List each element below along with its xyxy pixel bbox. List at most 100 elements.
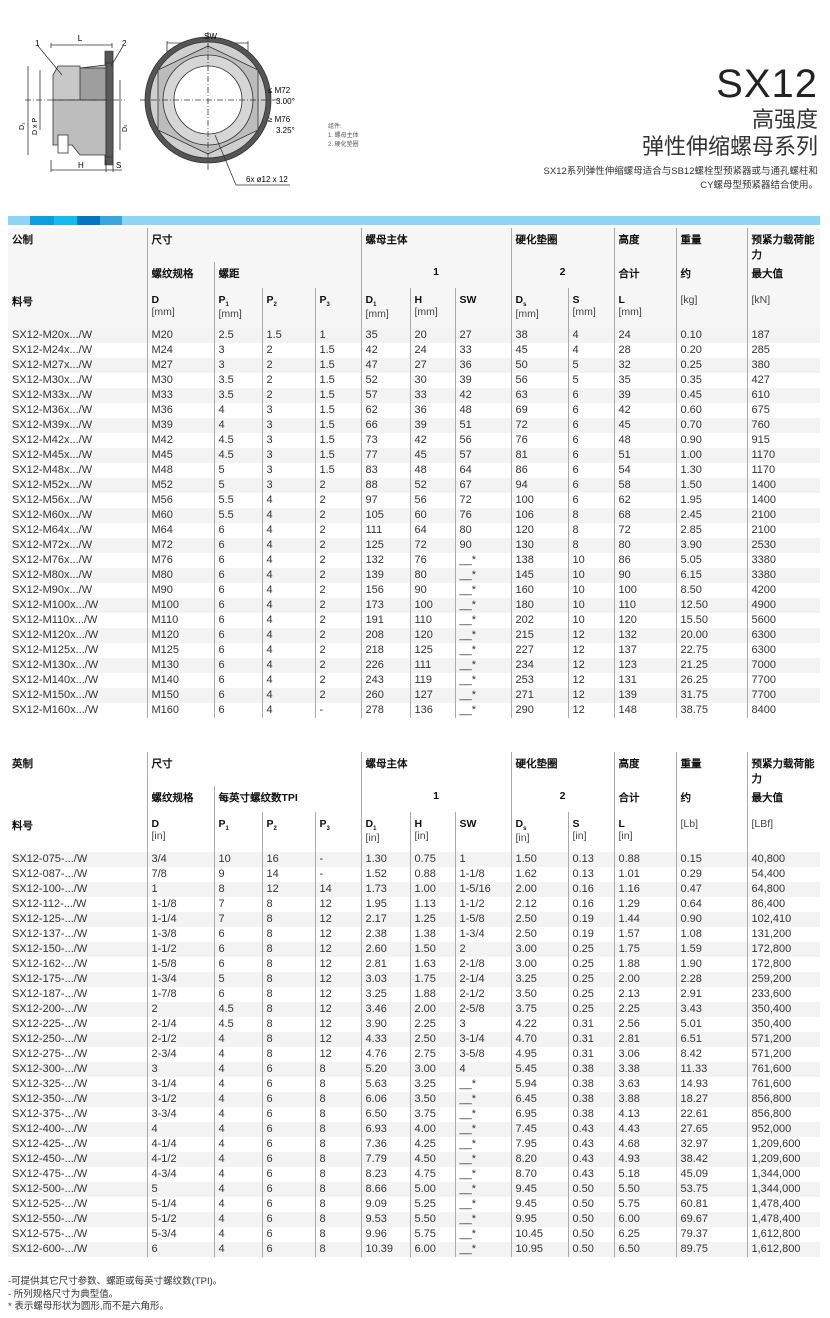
col-P2: P2: [261, 812, 315, 852]
cell: 5.50: [409, 1212, 455, 1227]
cell: __*: [454, 583, 511, 598]
cell: 1.5: [314, 373, 361, 388]
cell: 2.13: [613, 987, 676, 1002]
description-line-2: CY螺母型预紧器结合使用。: [700, 180, 818, 191]
cell: 94: [510, 478, 568, 493]
cell: 1: [314, 328, 361, 343]
col-D1-symbol: D1: [365, 294, 377, 309]
cell: 42: [454, 388, 511, 403]
cell: 132: [613, 628, 676, 643]
table-row: SX12-250-.../W 2-1/2 4 8 12 4.33 2.50 3-1/4 4.70…: [8, 1032, 820, 1047]
cell: 5.94: [510, 1077, 568, 1092]
cell: 0.16: [567, 897, 614, 912]
angle2-range: ≥ M76: [268, 115, 291, 124]
cell: 0.25: [567, 1002, 614, 1017]
cell: M45: [146, 448, 214, 463]
cell: 5: [213, 972, 262, 987]
table-row: SX12-275-.../W 2-3/4 4 8 12 4.76 2.75 3-5/8 4.95…: [8, 1047, 820, 1062]
cell: 2530: [746, 538, 820, 553]
cell: M20: [146, 328, 214, 343]
cell: 6: [146, 1242, 214, 1257]
cell: 2: [314, 643, 361, 658]
cell: __*: [454, 613, 511, 628]
cell: SX12-450-.../W: [12, 1153, 88, 1165]
cell: 1.5: [314, 463, 361, 478]
cell: 3: [261, 418, 315, 433]
cell: 90: [454, 538, 511, 553]
cell: 45: [510, 343, 568, 358]
cell: 5.25: [409, 1197, 455, 1212]
cell: 12: [314, 987, 361, 1002]
cell: 0.75: [409, 852, 455, 867]
header-height: 高度: [613, 228, 676, 262]
cell: 4: [213, 1092, 262, 1107]
cell: SX12-M100x.../W: [12, 599, 99, 611]
cell: 6: [567, 493, 614, 508]
cell: 3.75: [409, 1107, 455, 1122]
cell: 64: [454, 463, 511, 478]
cell: SX12-M27x.../W: [12, 359, 93, 371]
cell: 6: [213, 523, 262, 538]
cell: 12: [314, 1047, 361, 1062]
cell: 6: [213, 688, 262, 703]
cell: 56: [454, 433, 511, 448]
cell: 80: [409, 568, 455, 583]
cell: __*: [454, 703, 511, 718]
cell: 33: [454, 343, 511, 358]
cell: 14: [314, 882, 361, 897]
cell: 8: [314, 1197, 361, 1212]
col-Ds-symbol: Ds: [515, 294, 527, 309]
cell: 6: [213, 703, 262, 718]
cell: 3.90: [675, 538, 747, 553]
cell: 33: [409, 388, 455, 403]
cell: 15.50: [675, 613, 747, 628]
cell: 12: [314, 927, 361, 942]
cell: 4: [213, 1137, 262, 1152]
cell: 39: [409, 418, 455, 433]
cell: 350,400: [746, 1017, 820, 1032]
cell: SX12-375-.../W: [12, 1108, 88, 1120]
cell: 125: [360, 538, 410, 553]
cell: 4: [261, 643, 315, 658]
cell: 5.20: [360, 1062, 410, 1077]
cell: 1.52: [360, 867, 410, 882]
cell: 0.50: [567, 1182, 614, 1197]
cell: 48: [454, 403, 511, 418]
cell: 2: [261, 343, 315, 358]
cell: 1-3/4: [146, 972, 214, 987]
cell: 9.96: [360, 1227, 410, 1242]
cell: 137: [613, 643, 676, 658]
cell: 571,200: [746, 1047, 820, 1062]
cell: M110: [146, 613, 214, 628]
cell: 4.95: [510, 1047, 568, 1062]
cell: 0.38: [567, 1062, 614, 1077]
cell: 8: [261, 897, 315, 912]
cell: 10.95: [510, 1242, 568, 1257]
cell: 2: [314, 523, 361, 538]
cell: 31.75: [675, 688, 747, 703]
cell: 64: [409, 523, 455, 538]
cell: 0.10: [675, 328, 747, 343]
cell: 5: [213, 463, 262, 478]
cell: 0.25: [567, 972, 614, 987]
col-H-unit: [in]: [414, 830, 429, 842]
cell: 83: [360, 463, 410, 478]
cell: 172,800: [746, 942, 820, 957]
cell: 120: [510, 523, 568, 538]
legend-2: 2. 硬化垫圈: [328, 140, 359, 148]
strip-segment: [77, 216, 100, 225]
cell: 6: [261, 1227, 315, 1242]
cell: 5.01: [675, 1017, 747, 1032]
col-SW-symbol: SW: [459, 818, 477, 830]
cell: __*: [454, 1092, 511, 1107]
cell: 1.5: [261, 328, 315, 343]
label-H: H: [78, 161, 84, 170]
cell: 202: [510, 613, 568, 628]
cell: 4200: [746, 583, 820, 598]
cell: 0.31: [567, 1047, 614, 1062]
cell: 8: [261, 972, 315, 987]
cell: 4.5: [213, 433, 262, 448]
cell: 1,478,400: [746, 1212, 820, 1227]
cell: 1.75: [409, 972, 455, 987]
col-S-unit: [in]: [572, 830, 587, 842]
